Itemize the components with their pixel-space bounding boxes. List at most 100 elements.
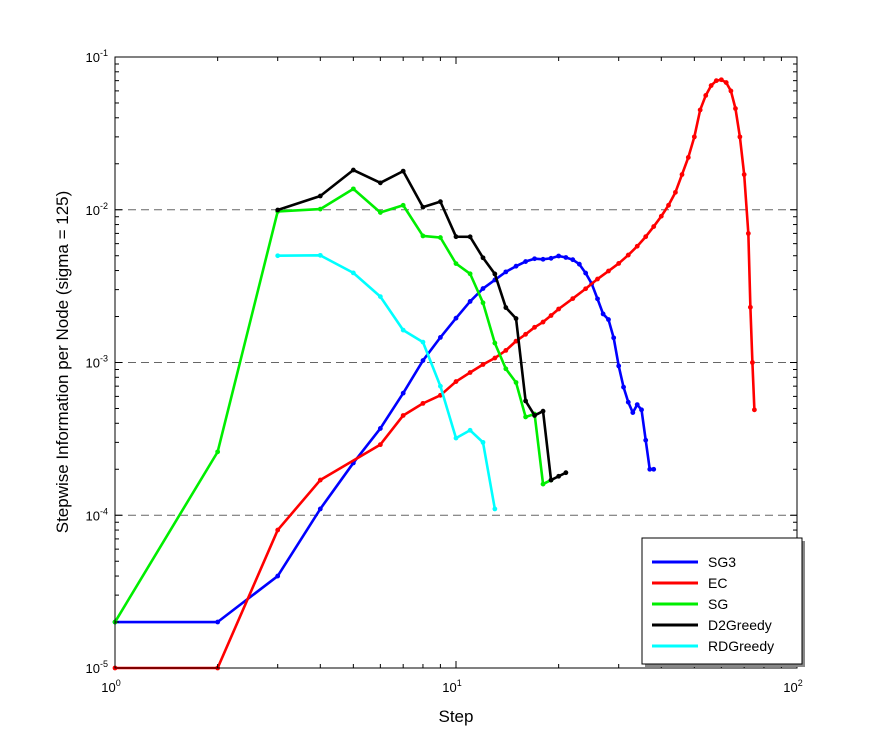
data-point [651,224,657,229]
data-point [215,449,221,455]
data-point [540,319,546,325]
data-point [420,400,426,406]
data-point [453,379,459,384]
x-tick-label: 100 [101,678,120,695]
data-point [480,286,486,291]
data-point [625,252,631,258]
data-point [377,180,383,186]
data-point [532,413,537,418]
data-point [438,235,443,240]
data-point [548,313,554,318]
data-point [317,477,323,483]
data-point [317,206,323,212]
legend-label: EC [708,575,727,591]
data-point [377,426,383,431]
data-point [467,234,473,240]
y-tick-label: 10-2 [86,201,108,218]
data-point [606,317,611,322]
data-point [453,435,459,441]
data-point [540,256,546,262]
data-point [350,186,356,192]
data-point [377,294,383,300]
data-point [548,255,554,261]
legend-label: SG [708,596,728,612]
x-tick-labels: 100 101 102 [101,678,802,695]
data-point [563,470,569,476]
data-point [480,300,486,306]
data-point [647,466,653,472]
data-point [503,269,509,275]
data-point [480,439,486,445]
data-point [420,233,426,239]
data-point [275,527,281,533]
data-point [438,335,443,340]
data-point [747,304,753,310]
x-tick-label: 101 [442,678,461,695]
data-point [503,366,509,372]
series-sg3 [112,253,657,625]
data-point [634,402,640,408]
data-point [728,88,734,94]
series-layer [112,77,757,671]
data-point [563,255,569,260]
y-axis-title: Stepwise Information per Node (sigma = 1… [53,191,72,534]
data-point [503,305,509,310]
data-point [317,506,323,512]
data-point [492,271,498,277]
data-point [595,276,600,282]
data-point [583,270,589,276]
legend-box [641,537,803,665]
data-point [492,340,498,346]
data-point [639,407,644,413]
data-point [400,413,406,418]
data-point [595,296,600,302]
data-point [621,384,626,390]
y-tick-label: 10-4 [86,506,108,523]
data-point [643,234,649,240]
data-point [317,193,323,199]
data-point [741,172,747,177]
data-point [583,286,589,292]
data-point [523,259,528,264]
data-point [658,213,664,219]
legend: SG3 EC SG D2Greedy RDGreedy [641,537,805,667]
data-point [467,299,473,304]
data-point [467,370,473,375]
data-point [350,270,356,276]
data-point [400,168,406,174]
data-point [643,437,649,443]
y-tick-label: 10-5 [86,659,108,676]
data-point [570,257,576,263]
data-point [673,189,678,195]
data-point [625,399,631,405]
data-point [679,172,685,177]
x-tick-label: 102 [783,678,802,695]
data-point [480,362,486,367]
data-point [400,327,406,333]
data-point [523,398,528,404]
data-point [630,410,636,415]
data-point [737,134,743,140]
data-point [723,80,729,85]
data-point [523,331,528,337]
data-point [275,573,281,579]
legend-label: RDGreedy [708,638,774,654]
data-point [691,134,697,140]
series-line [115,254,654,624]
data-point [733,106,738,111]
data-point [453,315,459,321]
data-point [634,243,640,249]
data-point [666,202,671,208]
data-point [685,155,691,160]
data-point [745,231,751,236]
data-point [467,271,473,277]
data-point [611,335,617,341]
data-point [616,261,622,266]
data-point [540,481,546,487]
data-point [492,355,498,361]
data-point [548,477,554,483]
legend-label: D2Greedy [708,617,772,633]
data-point [377,442,383,448]
data-point [697,107,703,113]
